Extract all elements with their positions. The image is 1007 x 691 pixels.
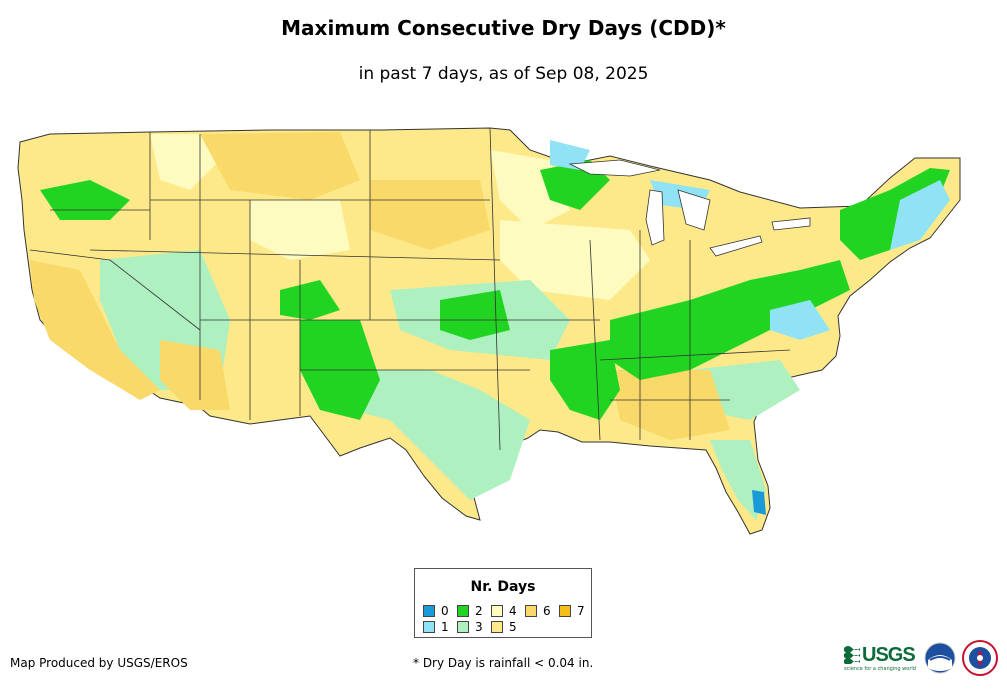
legend-swatch bbox=[559, 605, 571, 617]
legend-item-2: 2 bbox=[457, 604, 483, 618]
legend-item-7: 7 bbox=[559, 604, 585, 618]
usgs-wordmark: USGS bbox=[862, 644, 916, 666]
lake-superior bbox=[568, 159, 661, 177]
usgs-tagline: science for a changing world bbox=[844, 666, 916, 672]
map-subtitle: in past 7 days, as of Sep 08, 2025 bbox=[358, 64, 649, 84]
legend-label: 4 bbox=[509, 604, 517, 618]
legend-label: 2 bbox=[475, 604, 483, 618]
legend-item-3: 3 bbox=[457, 620, 483, 634]
legend-item-1: 1 bbox=[423, 620, 449, 634]
map-title: Maximum Consecutive Dry Days (CDD)* bbox=[281, 16, 726, 40]
zone-6-montana bbox=[200, 132, 360, 200]
legend-swatch bbox=[525, 605, 537, 617]
legend-label: 6 bbox=[543, 604, 551, 618]
legend-label: 3 bbox=[475, 620, 483, 634]
zone-4-plains bbox=[250, 200, 350, 260]
zone-4-north bbox=[150, 134, 220, 190]
noaa-logo-icon bbox=[924, 642, 956, 674]
zone-3-texas bbox=[340, 370, 530, 500]
zone-1-maine bbox=[890, 180, 950, 250]
zone-2-oklahoma bbox=[440, 290, 510, 340]
legend-title: Nr. Days bbox=[470, 579, 536, 595]
legend-swatch bbox=[457, 621, 469, 633]
legend-swatch bbox=[491, 621, 503, 633]
legend-swatch bbox=[423, 605, 435, 617]
zone-6-california bbox=[30, 260, 160, 400]
lake-huron bbox=[677, 189, 711, 231]
lake-michigan bbox=[645, 189, 665, 246]
map-credit: Map Produced by USGS/EROS bbox=[10, 656, 188, 670]
legend-label: 7 bbox=[577, 604, 585, 618]
zone-2-colorado bbox=[280, 280, 340, 320]
usgs-wave-icon bbox=[844, 646, 860, 665]
zone-4-midwest bbox=[500, 220, 650, 300]
zone-0-florida bbox=[752, 490, 766, 515]
zone-1-virginia bbox=[770, 300, 830, 340]
zone-6-dakotas bbox=[370, 180, 490, 250]
zone-6-az bbox=[160, 340, 230, 410]
legend-item-6: 6 bbox=[525, 604, 551, 618]
legend-item-5: 5 bbox=[491, 620, 517, 634]
legend-swatch bbox=[491, 605, 503, 617]
dry-day-footnote: * Dry Day is rainfall < 0.04 in. bbox=[413, 656, 594, 670]
cdd-map bbox=[17, 127, 961, 535]
legend-item-4: 4 bbox=[491, 604, 517, 618]
legend-label: 5 bbox=[509, 620, 517, 634]
zone-3-florida bbox=[710, 440, 766, 520]
state-borders bbox=[29, 127, 791, 451]
zone-2-appalachia bbox=[610, 260, 850, 380]
usgs-logo: USGS science for a changing world bbox=[844, 644, 918, 672]
legend-item-0: 0 bbox=[423, 604, 449, 618]
legend-swatch bbox=[423, 621, 435, 633]
legend: Nr. Days 0 1 2 3 4 5 6 7 bbox=[414, 568, 592, 638]
legend-swatch bbox=[457, 605, 469, 617]
lake-ontario bbox=[771, 217, 811, 231]
lake-erie bbox=[709, 235, 763, 257]
zone-1-mn bbox=[550, 140, 590, 170]
legend-label: 0 bbox=[441, 604, 449, 618]
nws-logo-icon bbox=[962, 640, 998, 676]
legend-label: 1 bbox=[441, 620, 449, 634]
